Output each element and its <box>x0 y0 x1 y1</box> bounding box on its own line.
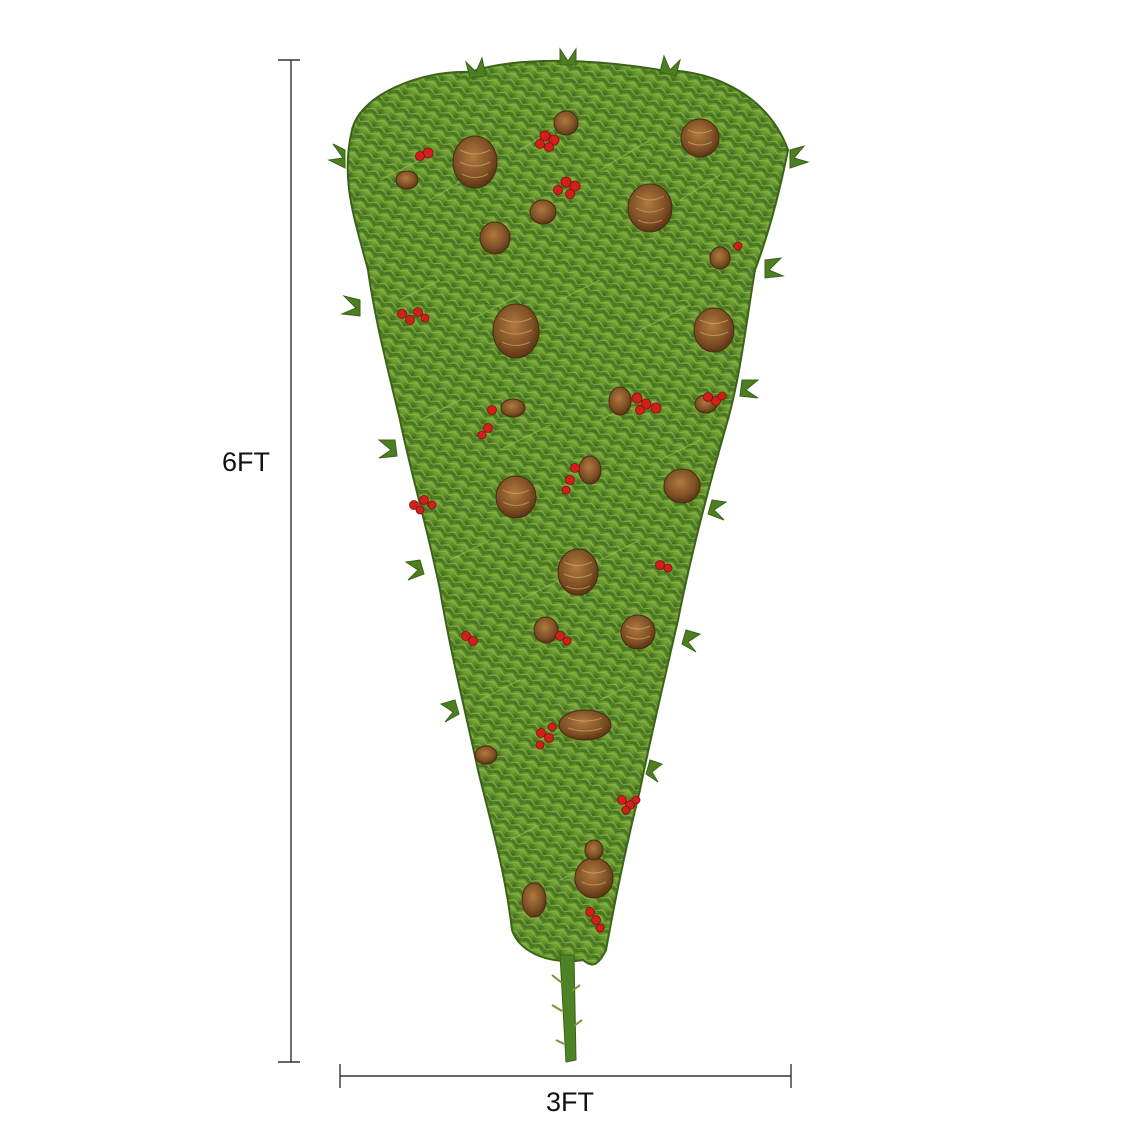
height-dimension-line <box>278 59 300 1063</box>
berry-cluster <box>585 907 605 933</box>
pinecone <box>479 221 511 255</box>
berry-cluster <box>535 722 557 750</box>
pinecone <box>680 118 720 158</box>
pinecone <box>521 882 547 918</box>
berry-cluster <box>733 241 743 251</box>
pinecone <box>500 398 526 418</box>
pinecone <box>395 170 419 190</box>
width-dimension-line <box>339 1064 792 1088</box>
pinecone <box>495 475 537 519</box>
pinecone <box>584 839 604 861</box>
pinecone <box>709 246 731 270</box>
pinecone <box>452 135 498 189</box>
berry-cluster <box>461 631 478 646</box>
berry-cluster <box>655 560 673 573</box>
pinecone <box>553 110 579 136</box>
pinecones <box>395 110 735 918</box>
pinecone <box>529 199 557 225</box>
pinecone <box>578 455 602 485</box>
berry-cluster <box>397 307 430 325</box>
berry-cluster <box>703 391 727 406</box>
berry-clusters <box>397 130 743 933</box>
pinecone <box>620 614 656 650</box>
berry-cluster <box>553 176 581 199</box>
berry-cluster <box>477 405 497 440</box>
height-label: 6FT <box>222 447 271 477</box>
berry-cluster <box>561 463 580 495</box>
pinecone <box>492 303 540 359</box>
pinecone <box>693 307 735 353</box>
pinecone <box>627 183 673 233</box>
berry-cluster <box>535 130 560 152</box>
tree-foliage <box>327 47 810 966</box>
pinecone <box>557 548 599 596</box>
berry-cluster <box>555 631 572 646</box>
pinecone <box>474 745 498 765</box>
pinecone <box>574 857 614 899</box>
pinecone <box>558 709 612 741</box>
berry-cluster <box>415 147 434 161</box>
pinecone <box>608 386 632 416</box>
tree-tip <box>551 954 583 1063</box>
width-label: 3FT <box>546 1087 595 1117</box>
berry-cluster <box>631 392 662 415</box>
berry-cluster <box>617 795 641 815</box>
pinecone <box>533 616 559 644</box>
pinecone <box>663 468 701 504</box>
berry-cluster <box>409 495 437 515</box>
